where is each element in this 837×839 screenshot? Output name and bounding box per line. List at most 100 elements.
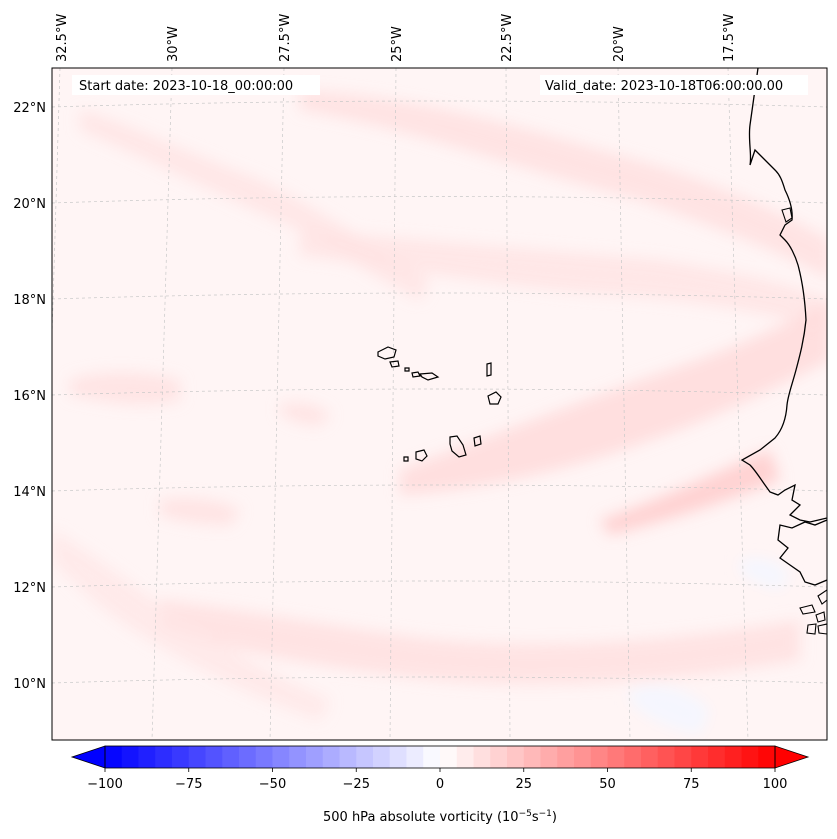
colorbar-segment [188, 746, 206, 768]
valid-date-label: Valid_date: 2023-10-18T06:00:00.00 [545, 79, 783, 94]
start-date-box [72, 75, 320, 95]
lon-label-32-5w: 32.5°W [55, 14, 70, 62]
vorticity-patch-mid [280, 403, 330, 425]
colorbar-segment [272, 746, 290, 768]
colorbar-segment [239, 746, 257, 768]
parallel-20n [52, 196, 827, 204]
vorticity-patch-negative-south [630, 686, 710, 735]
vorticity-contours [52, 90, 827, 735]
colorbar-label-mid: s [532, 810, 539, 825]
colorbar-segment [105, 746, 123, 768]
vorticity-band-south [160, 600, 800, 684]
colorbar-ticks: −100 −75 −50 −25 0 25 50 75 100 [87, 768, 787, 792]
colorbar-segment [138, 746, 156, 768]
colorbar-tick-label: −25 [343, 777, 370, 792]
colorbar-segment [724, 746, 742, 768]
lat-label-18n: 18°N [13, 293, 46, 308]
vorticity-band-southeast [600, 450, 780, 535]
parallel-22n [52, 100, 827, 108]
colorbar-segment [356, 746, 374, 768]
colorbar-segment [590, 746, 608, 768]
colorbar-min-extend-arrow [70, 745, 106, 769]
colorbar-segment [657, 746, 675, 768]
colorbar-segment [758, 746, 776, 768]
colorbar-segment [389, 746, 407, 768]
map-frame [51, 67, 828, 741]
colorbar-tick-label: −100 [87, 777, 123, 792]
start-date-label: Start date: 2023-10-18_00:00:00 [79, 79, 293, 94]
island-boa-vista [487, 391, 502, 405]
lon-label-27-5w: 27.5°W [278, 14, 293, 62]
lat-label-20n: 20°N [13, 197, 46, 212]
meridian-20w [617, 68, 631, 740]
colorbar-segment [289, 746, 307, 768]
colorbar-segment [473, 746, 491, 768]
lat-label-22n: 22°N [13, 101, 46, 116]
colorbar-segments [105, 746, 776, 768]
colorbar-segment [373, 746, 391, 768]
vorticity-band-diagonal [400, 301, 827, 495]
meridian-25w [389, 68, 397, 740]
guinea-coast [817, 589, 827, 605]
island-sao-nicolau [411, 371, 440, 381]
colorbar-tick-label: −50 [259, 777, 286, 792]
lon-label-22-5w: 22.5°W [500, 14, 515, 62]
colorbar-segment [741, 746, 759, 768]
parallel-10n [52, 676, 827, 684]
colorbar-segment [557, 746, 575, 768]
colorbar-segment [574, 746, 592, 768]
colorbar-tick-label: 75 [683, 777, 700, 792]
colorbar-segment [523, 746, 541, 768]
lon-label-17-5w: 17.5°W [722, 14, 737, 62]
vorticity-patch-west [70, 372, 180, 405]
parallel-16n [52, 388, 827, 396]
island-santo-antao [377, 346, 397, 360]
colorbar-tick-label: 50 [599, 777, 616, 792]
vorticity-patch-negative [740, 558, 790, 590]
colorbar-segment [674, 746, 692, 768]
island-maio [473, 435, 482, 447]
colorbar-segment [507, 746, 525, 768]
lon-label-20w: 20°W [612, 26, 627, 62]
colorbar-tick-label: 25 [515, 777, 532, 792]
island-brava [403, 456, 409, 462]
colorbar-segment [172, 746, 190, 768]
colorbar-label-exp2: −1 [539, 809, 552, 819]
cap-vert-inlet [781, 207, 793, 223]
vorticity-patch-south-center [160, 498, 240, 525]
island-santa-luzia [404, 367, 410, 372]
gridlines [52, 68, 827, 740]
cape-verde-islands [377, 346, 502, 462]
colorbar-segment [691, 746, 709, 768]
colorbar-label-exp1: −5 [519, 809, 532, 819]
longitude-labels: 32.5°W 30°W 27.5°W 25°W 22.5°W 20°W 17.5… [55, 14, 737, 62]
meridian-17-5w [727, 68, 749, 740]
island-sao-vicente [389, 360, 400, 368]
colorbar-tick-label: 100 [763, 777, 788, 792]
lat-label-16n: 16°N [13, 389, 46, 404]
colorbar-segment [423, 746, 441, 768]
colorbar-label-suffix: ) [552, 810, 557, 825]
colorbar-tick-label: 0 [436, 777, 444, 792]
colorbar-label: 500 hPa absolute vorticity (10−5s−1) [323, 809, 557, 825]
colorbar-segment [708, 746, 726, 768]
lat-label-12n: 12°N [13, 581, 46, 596]
colorbar-segment [155, 746, 173, 768]
vorticity-band-mid [300, 230, 827, 330]
colorbar-segment [222, 746, 240, 768]
colorbar: −100 −75 −50 −25 0 25 50 75 100 500 hPa absolute… [70, 745, 810, 825]
colorbar-segment [641, 746, 659, 768]
bijagos-islands [799, 604, 827, 635]
colorbar-segment [490, 746, 508, 768]
colorbar-segment [406, 746, 424, 768]
vorticity-band-north [300, 90, 827, 279]
colorbar-segment [540, 746, 558, 768]
valid-date-box [540, 75, 808, 95]
island-fogo [415, 449, 428, 462]
latitude-labels: 22°N 20°N 18°N 16°N 14°N 12°N 10°N [13, 101, 46, 692]
lon-label-30w: 30°W [166, 26, 181, 62]
africa-coastline-south [777, 519, 827, 586]
africa-coastline [740, 68, 827, 523]
vorticity-band-southwest [52, 530, 330, 720]
